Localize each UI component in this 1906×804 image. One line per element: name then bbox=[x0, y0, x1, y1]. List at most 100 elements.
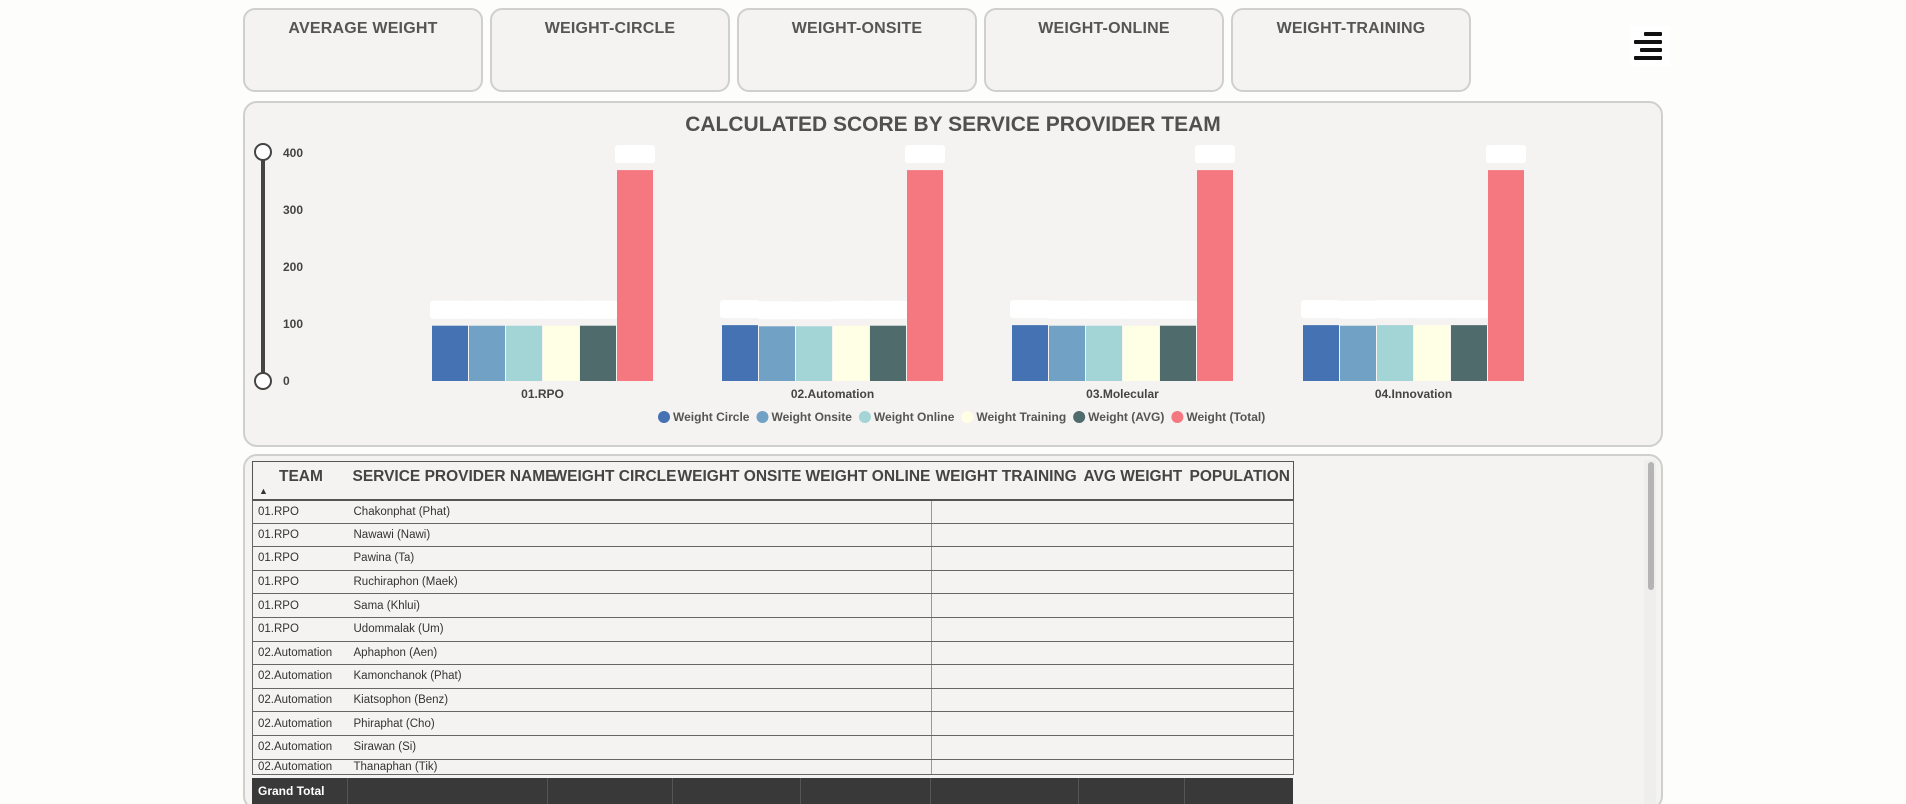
card-weight-training[interactable]: WEIGHT-TRAINING bbox=[1231, 8, 1471, 92]
cell-team: 01.RPO bbox=[252, 523, 349, 548]
bar[interactable] bbox=[617, 170, 653, 381]
table-row[interactable]: 01.RPO Pawina (Ta) bbox=[252, 546, 1294, 571]
table-row[interactable]: 02.Automation Aphaphon (Aen) bbox=[252, 641, 1294, 666]
bar[interactable] bbox=[907, 170, 943, 381]
legend-item[interactable]: Weight Circle bbox=[658, 410, 750, 424]
bar[interactable] bbox=[870, 325, 906, 381]
table-row[interactable]: 02.Automation Phiraphat (Cho) bbox=[252, 711, 1294, 736]
table-row[interactable]: 02.Automation Kiatsophon (Benz) bbox=[252, 688, 1294, 713]
data-label-box bbox=[578, 300, 618, 319]
column-header-avg-weight[interactable]: AVG WEIGHT bbox=[1079, 461, 1186, 501]
bar[interactable] bbox=[796, 326, 832, 381]
bar[interactable] bbox=[1414, 325, 1450, 381]
table-row[interactable]: 01.RPO Udommalak (Um) bbox=[252, 617, 1294, 642]
cell-empty bbox=[931, 664, 1080, 689]
cell-provider-name: Thanaphan (Tik) bbox=[348, 759, 549, 775]
cell-empty bbox=[931, 688, 1080, 713]
menu-line bbox=[1644, 32, 1662, 36]
slider-handle-top[interactable] bbox=[254, 143, 272, 161]
cell-provider-name: Aphaphon (Aen) bbox=[348, 641, 549, 666]
column-header-service-provider-name[interactable]: SERVICE PROVIDER NAME bbox=[348, 461, 555, 501]
bar[interactable] bbox=[1160, 325, 1196, 381]
legend-item[interactable]: Weight Training bbox=[961, 410, 1066, 424]
card-weight-circle[interactable]: WEIGHT-CIRCLE bbox=[490, 8, 730, 92]
cell-empty bbox=[673, 523, 802, 548]
bar[interactable] bbox=[1123, 325, 1159, 381]
cell-empty bbox=[1185, 570, 1294, 595]
cell-provider-name: Pawina (Ta) bbox=[348, 546, 549, 571]
column-header-population[interactable]: POPULATION bbox=[1185, 461, 1294, 501]
legend-item[interactable]: Weight (Total) bbox=[1171, 410, 1265, 424]
menu-line bbox=[1634, 40, 1662, 44]
y-range-slider[interactable] bbox=[254, 143, 272, 390]
legend-item[interactable]: Weight (AVG) bbox=[1073, 410, 1164, 424]
cell-empty bbox=[1185, 711, 1294, 736]
cell-empty bbox=[801, 641, 932, 666]
bar[interactable] bbox=[722, 325, 758, 381]
table-row[interactable]: 02.Automation Thanaphan (Tik) bbox=[252, 759, 1294, 775]
data-label-box bbox=[1121, 300, 1161, 319]
column-header-weight-circle[interactable]: WEIGHT CIRCLE bbox=[548, 461, 677, 501]
table-row[interactable]: 02.Automation Kamonchanok (Phat) bbox=[252, 664, 1294, 689]
cell-empty bbox=[548, 711, 674, 736]
cell-empty bbox=[1079, 664, 1186, 689]
y-tick-label: 200 bbox=[283, 260, 303, 274]
card-average-weight[interactable]: AVERAGE WEIGHT bbox=[243, 8, 483, 92]
data-label-box bbox=[720, 300, 760, 319]
hamburger-menu-icon[interactable] bbox=[1630, 26, 1670, 66]
column-header-team[interactable]: ▲ TEAM bbox=[252, 461, 349, 501]
bar[interactable] bbox=[1377, 325, 1413, 381]
legend-item[interactable]: Weight Onsite bbox=[756, 410, 852, 424]
bar[interactable] bbox=[833, 325, 869, 381]
cell-empty bbox=[931, 523, 1080, 548]
bar[interactable] bbox=[1012, 325, 1048, 381]
slider-handle-bottom[interactable] bbox=[254, 372, 272, 390]
scrollbar-thumb[interactable] bbox=[1648, 462, 1654, 590]
cell-empty bbox=[548, 759, 674, 775]
bar[interactable] bbox=[1451, 325, 1487, 381]
cell-empty bbox=[548, 593, 674, 618]
x-category-label: 01.RPO bbox=[521, 387, 564, 401]
column-label: SERVICE PROVIDER NAME bbox=[352, 468, 556, 485]
bar[interactable] bbox=[759, 326, 795, 381]
cell-empty bbox=[931, 711, 1080, 736]
table-row[interactable]: 01.RPO Sama (Khlui) bbox=[252, 593, 1294, 618]
table-row[interactable]: 01.RPO Chakonphat (Phat) bbox=[252, 499, 1294, 524]
column-header-weight-online[interactable]: WEIGHT ONLINE bbox=[801, 461, 932, 501]
column-header-weight-training[interactable]: WEIGHT TRAINING bbox=[931, 461, 1080, 501]
card-weight-onsite[interactable]: WEIGHT-ONSITE bbox=[737, 8, 977, 92]
legend-label: Weight Onsite bbox=[771, 410, 852, 424]
bar[interactable] bbox=[506, 325, 542, 381]
cell-empty bbox=[801, 617, 932, 642]
table-row[interactable]: 02.Automation Sirawan (Si) bbox=[252, 735, 1294, 760]
bar[interactable] bbox=[1340, 325, 1376, 381]
sort-ascending-icon[interactable]: ▲ bbox=[259, 486, 268, 496]
legend-item[interactable]: Weight Online bbox=[858, 410, 955, 424]
bar[interactable] bbox=[1049, 325, 1085, 381]
column-header-weight-onsite[interactable]: WEIGHT ONSITE bbox=[673, 461, 802, 501]
bar[interactable] bbox=[1488, 170, 1524, 381]
table-row[interactable]: 01.RPO Ruchiraphon (Maek) bbox=[252, 570, 1294, 595]
bar[interactable] bbox=[469, 325, 505, 381]
cell-empty bbox=[548, 617, 674, 642]
cell-empty bbox=[1079, 641, 1186, 666]
bar[interactable] bbox=[1086, 325, 1122, 381]
table-row[interactable]: 01.RPO Nawawi (Nawi) bbox=[252, 523, 1294, 548]
bar[interactable] bbox=[1197, 170, 1233, 381]
legend-label: Weight (Total) bbox=[1186, 410, 1265, 424]
cell-empty bbox=[801, 570, 932, 595]
bar[interactable] bbox=[543, 325, 579, 381]
menu-line bbox=[1640, 48, 1662, 52]
data-label-box bbox=[1449, 300, 1489, 319]
bar[interactable] bbox=[580, 325, 616, 381]
column-label: POPULATION bbox=[1189, 468, 1290, 485]
card-title: WEIGHT-ONSITE bbox=[791, 20, 923, 37]
cell-team: 01.RPO bbox=[252, 546, 349, 571]
bar[interactable] bbox=[1303, 325, 1339, 381]
cell-empty bbox=[1079, 617, 1186, 642]
card-weight-online[interactable]: WEIGHT-ONLINE bbox=[984, 8, 1224, 92]
bar[interactable] bbox=[432, 325, 468, 381]
cell-provider-name: Nawawi (Nawi) bbox=[348, 523, 549, 548]
legend-swatch bbox=[658, 411, 670, 423]
